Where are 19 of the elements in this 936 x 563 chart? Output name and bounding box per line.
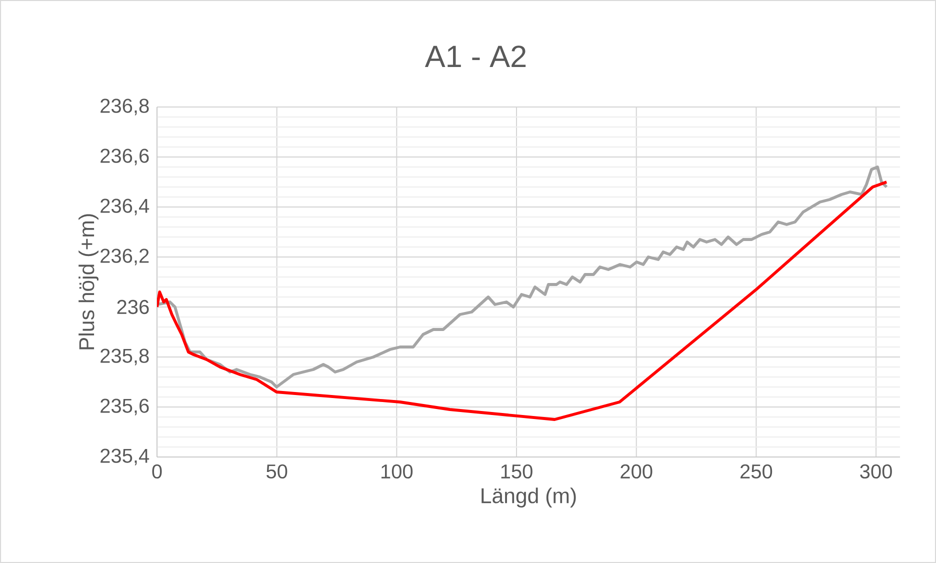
y-tick-label: 236,4 [100,198,150,216]
line-series [157,180,888,421]
x-tick-label: 0 [152,464,162,479]
y-tick-label: 236 [117,300,149,314]
x-axis-title: Längd (m) [482,488,576,508]
y-tick-label: 235,4 [100,448,150,466]
x-tick-label: 250 [740,464,772,479]
x-tick-label: 50 [266,464,288,479]
y-tick-label: 236,6 [100,148,149,166]
y-axis-title: Plus höjd (+m) [78,214,98,350]
y-tick-label: 235,8 [100,348,149,366]
x-tick-label: 150 [501,464,532,479]
y-tick-label: 236,2 [100,248,149,266]
x-tick-label: 300 [860,464,892,479]
y-tick-label: 235,6 [100,398,149,416]
x-tick-label: 100 [382,464,413,479]
x-tick-label: 200 [620,464,652,479]
y-tick-label: 236,8 [100,98,149,116]
chart-title: A1 - A2 [424,46,526,67]
